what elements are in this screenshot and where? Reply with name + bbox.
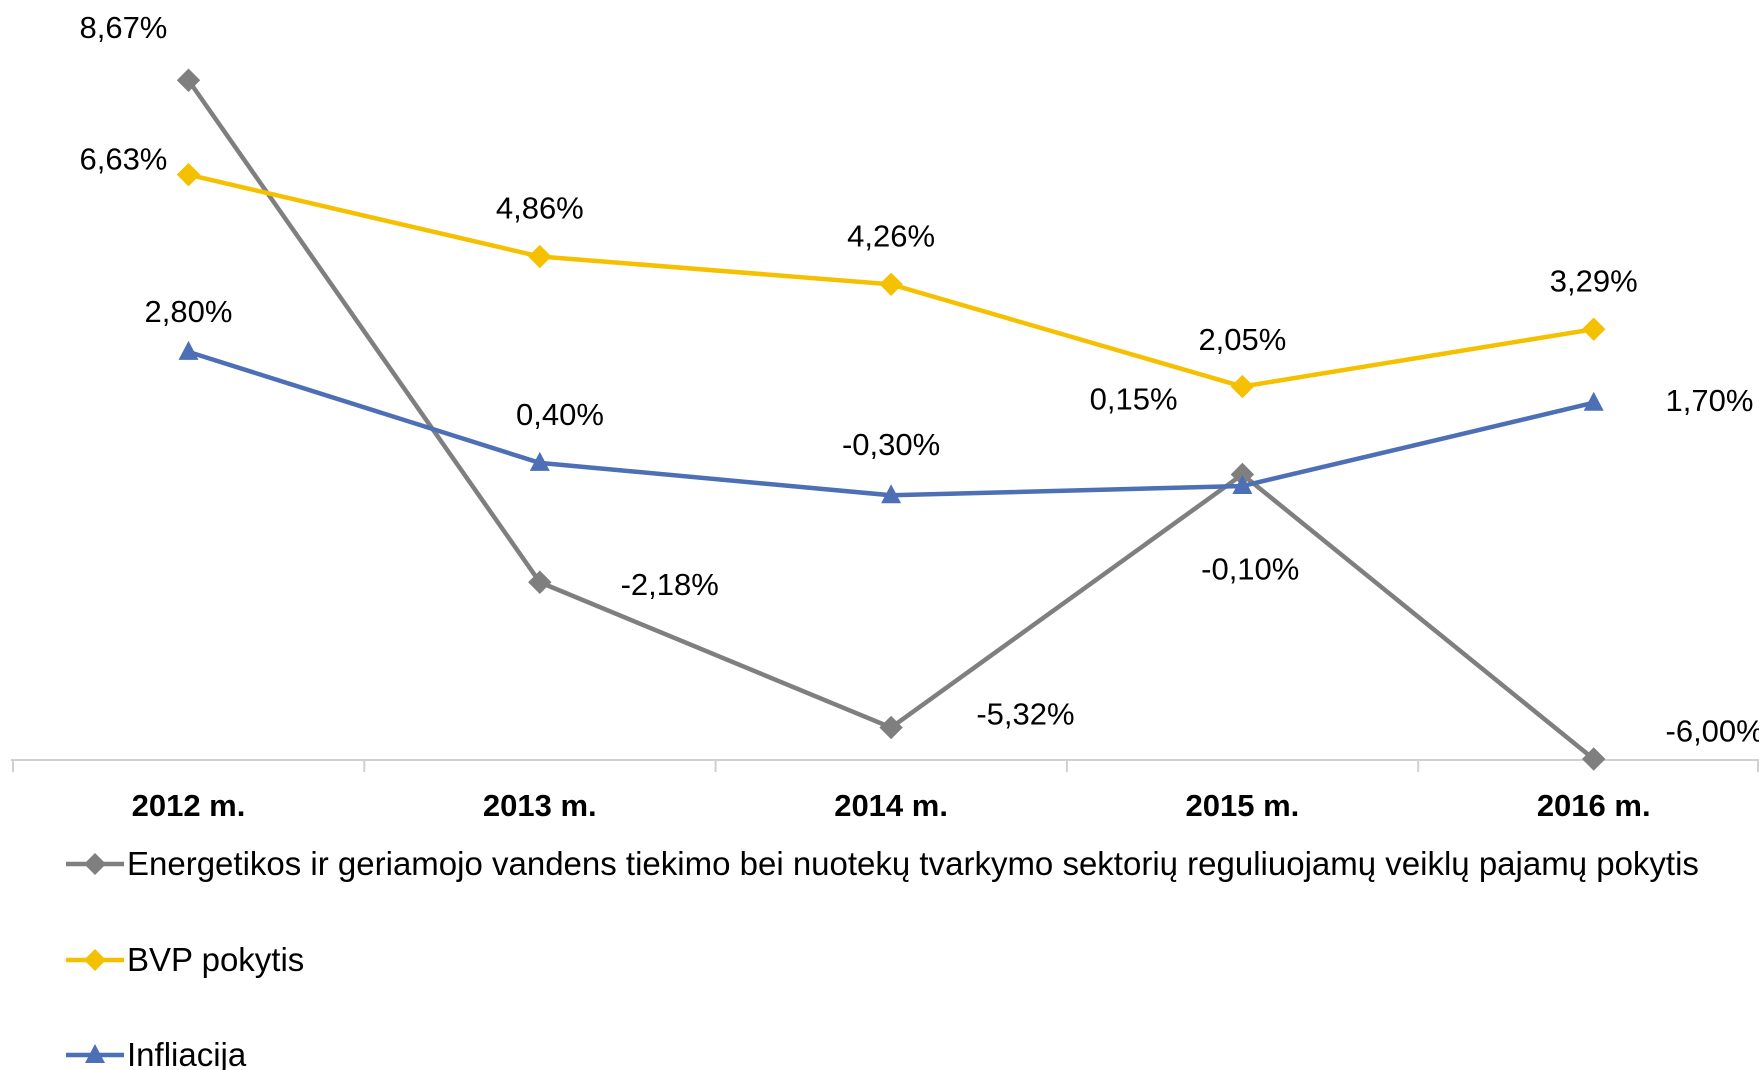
marker xyxy=(1581,317,1606,341)
data-label: -6,00% xyxy=(1666,713,1759,748)
marker xyxy=(178,340,199,360)
data-label: 8,67% xyxy=(79,10,167,45)
data-label: 2,80% xyxy=(145,294,233,329)
marker xyxy=(1581,747,1606,771)
x-tick-label: 2015 m. xyxy=(1186,788,1300,823)
legend-icon xyxy=(66,1044,124,1063)
data-label: 2,05% xyxy=(1198,322,1286,357)
marker xyxy=(176,68,201,92)
x-tick-label: 2014 m. xyxy=(834,788,948,823)
data-label: -0,10% xyxy=(1201,551,1299,586)
marker xyxy=(528,244,552,269)
marker xyxy=(528,570,552,594)
marker xyxy=(176,162,201,187)
data-label: 4,86% xyxy=(496,191,584,226)
legend-label: Energetikos ir geriamojo vandens tiekimo… xyxy=(127,845,1699,882)
marker xyxy=(529,451,550,471)
data-label: 0,15% xyxy=(1090,382,1178,417)
x-tick-label: 2013 m. xyxy=(483,788,597,823)
marker xyxy=(881,484,902,504)
legend-marker xyxy=(84,853,106,875)
legend-marker xyxy=(85,1044,105,1063)
legend-label: BVP pokytis xyxy=(127,941,305,978)
data-label: 1,70% xyxy=(1666,383,1754,418)
data-label: 0,40% xyxy=(516,397,604,432)
data-label: -5,32% xyxy=(976,697,1074,732)
data-label: -0,30% xyxy=(842,427,940,462)
marker xyxy=(1232,475,1253,495)
marker xyxy=(1583,391,1604,411)
data-label: 3,29% xyxy=(1550,263,1638,298)
marker xyxy=(879,272,903,297)
data-label: -2,18% xyxy=(621,567,719,602)
marker xyxy=(1230,374,1255,399)
x-tick-label: 2012 m. xyxy=(132,788,246,823)
legend-icon xyxy=(66,949,124,971)
data-label: 4,26% xyxy=(847,218,935,253)
marker xyxy=(879,715,903,740)
legend-marker xyxy=(84,949,106,971)
x-tick-label: 2016 m. xyxy=(1537,788,1651,823)
series-line xyxy=(187,349,1595,498)
data-label: 6,63% xyxy=(79,141,167,176)
legend-icon xyxy=(66,853,124,875)
legend-label: Infliacija xyxy=(127,1036,247,1070)
